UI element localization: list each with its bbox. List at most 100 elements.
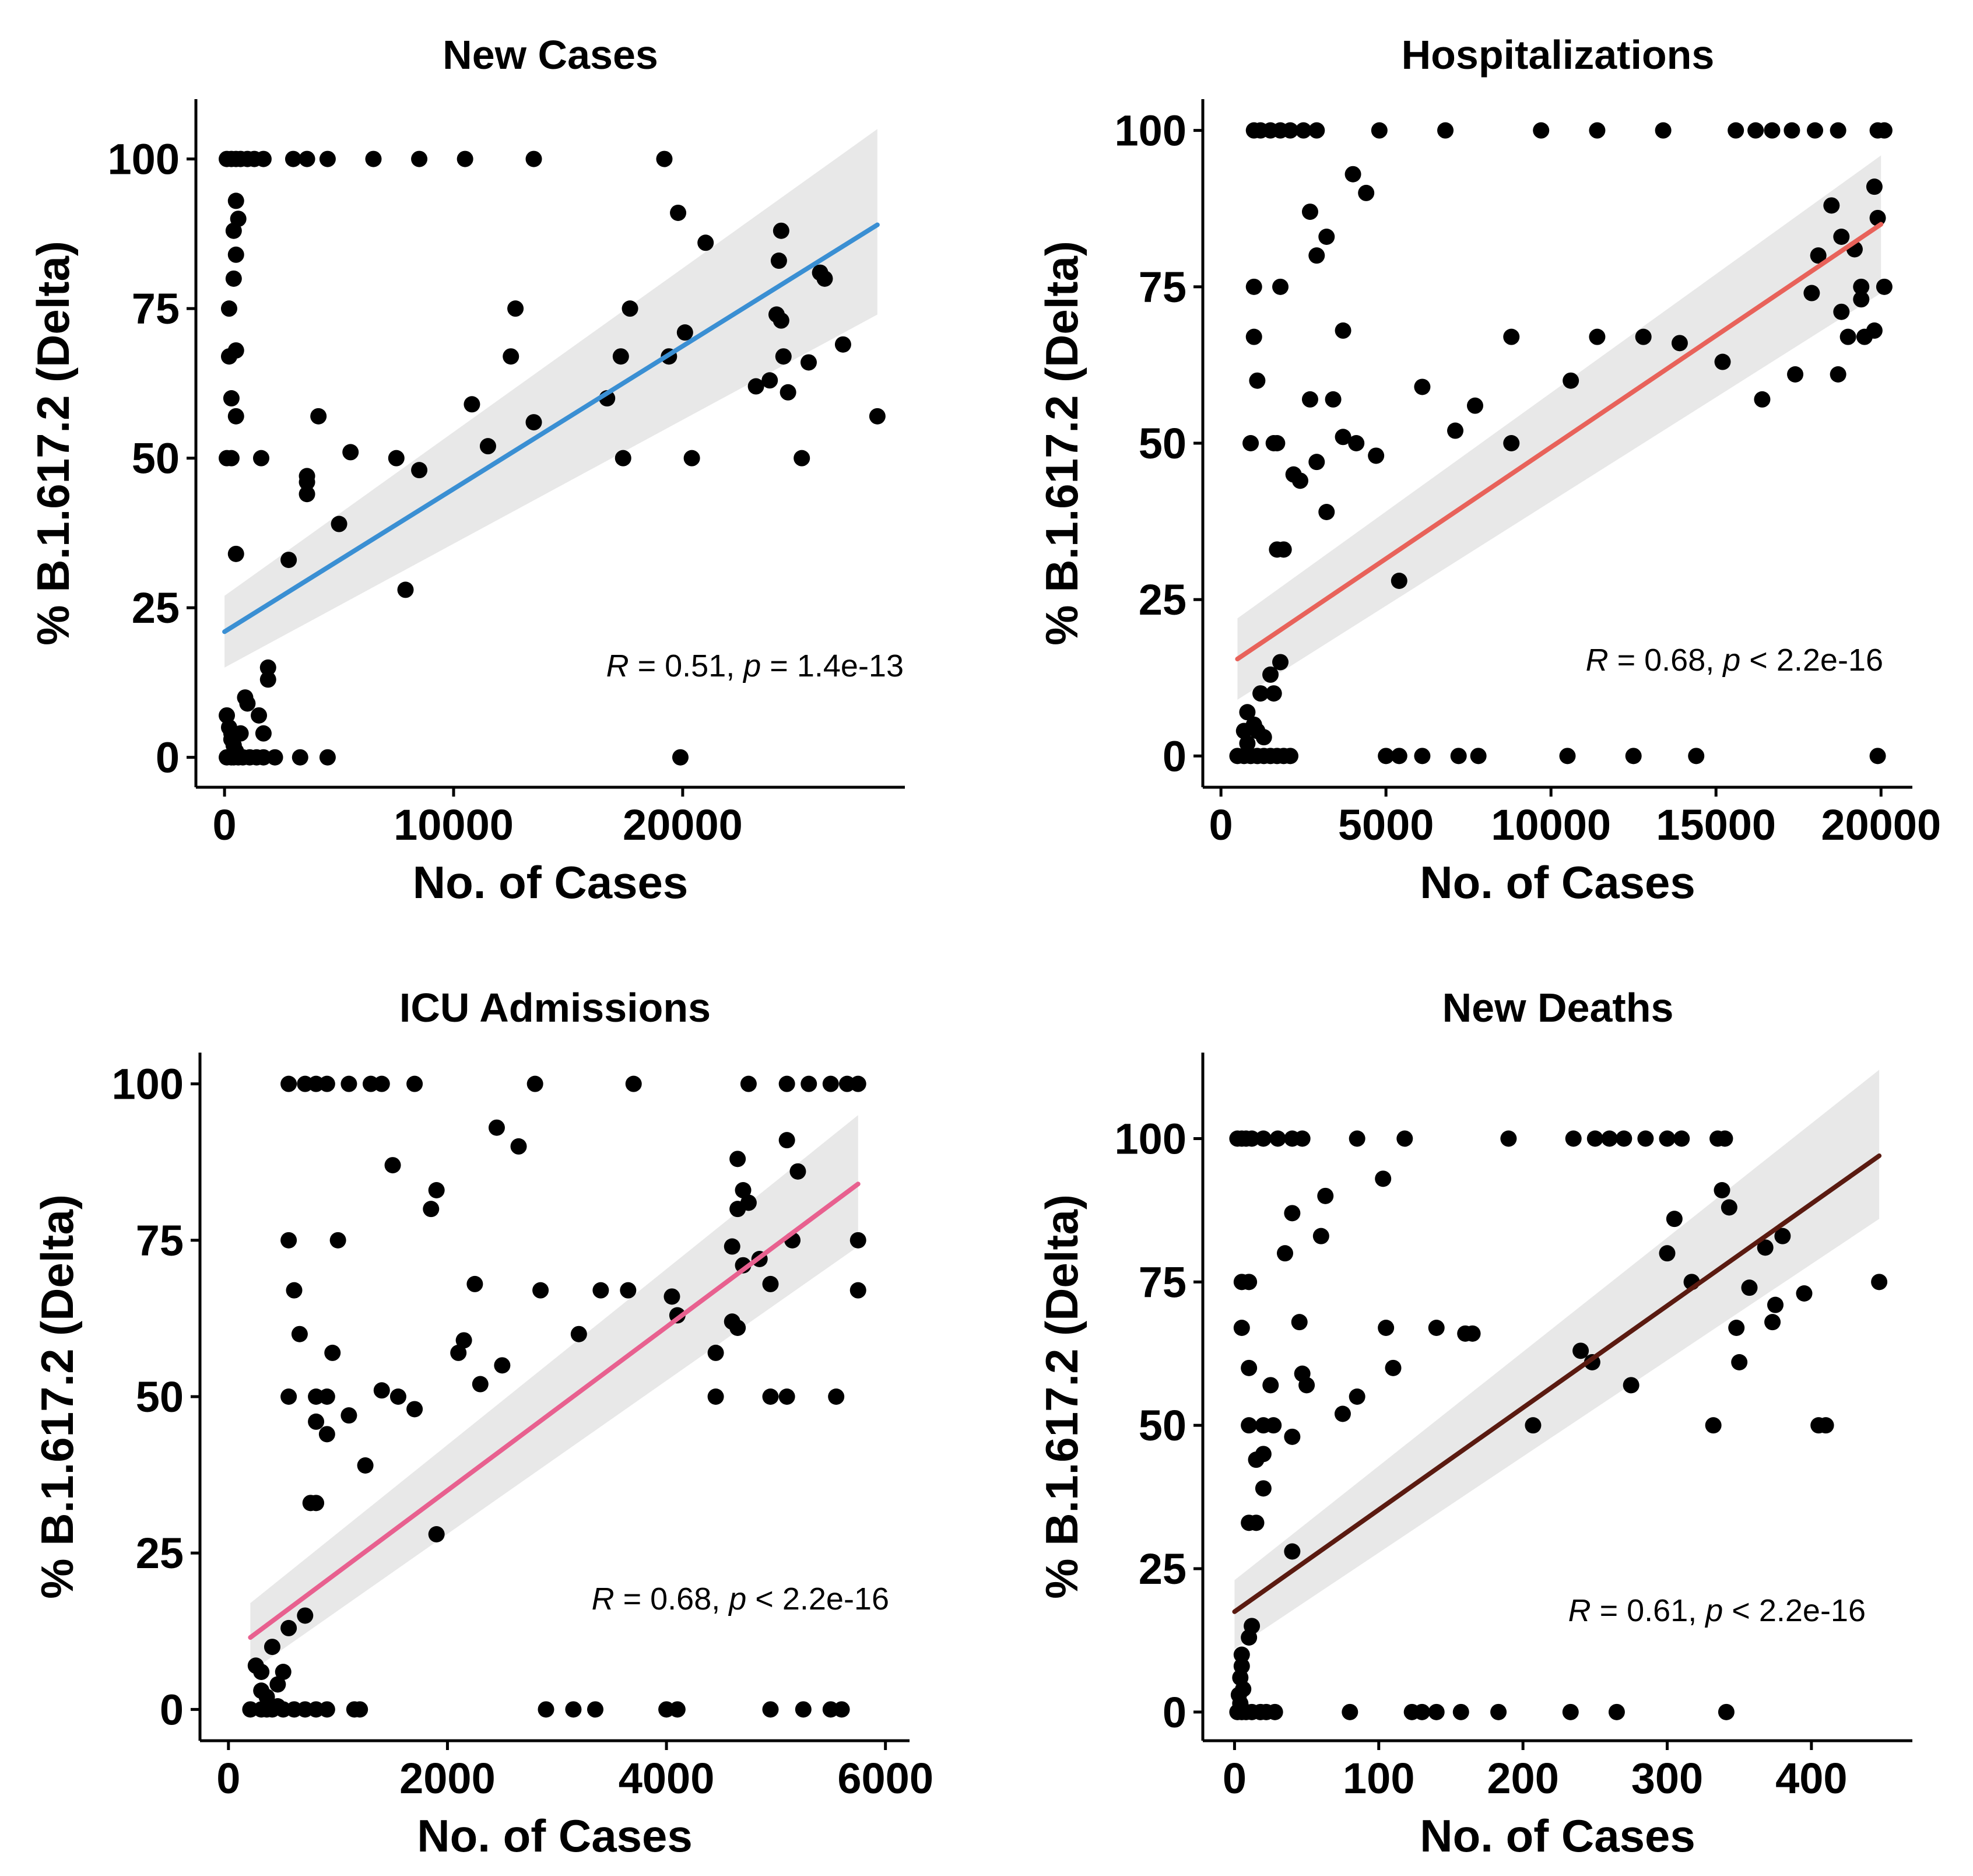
r-value: 0.51 — [665, 648, 726, 683]
data-point — [1533, 122, 1550, 139]
data-point — [1601, 1130, 1618, 1147]
data-point — [778, 1132, 795, 1149]
data-point — [1375, 1170, 1392, 1187]
r-symbol: R — [606, 648, 629, 683]
r-value: 0.68 — [1644, 643, 1705, 678]
data-point — [762, 1275, 779, 1292]
data-point — [1291, 1314, 1308, 1331]
data-point — [507, 300, 524, 317]
points — [219, 150, 886, 766]
data-point — [299, 486, 315, 503]
data-point — [1728, 1320, 1745, 1336]
correlation-annotation: R = 0.61, p < 2.2e-16 — [1568, 1593, 1866, 1628]
y-tick-label: 0 — [1163, 1688, 1186, 1737]
data-point — [342, 444, 359, 461]
data-point — [1589, 328, 1606, 345]
data-point — [259, 659, 276, 676]
data-point — [308, 1413, 325, 1430]
data-point — [1266, 1703, 1283, 1720]
y-tick-label: 100 — [112, 1060, 184, 1109]
data-point — [670, 204, 687, 221]
data-point — [291, 1326, 308, 1342]
data-point — [1413, 1703, 1430, 1720]
data-point — [319, 150, 336, 167]
data-point — [587, 1701, 603, 1718]
data-point — [1784, 122, 1800, 139]
data-point — [365, 150, 382, 167]
data-point — [1457, 1325, 1474, 1342]
data-point — [264, 1639, 280, 1656]
y-tick-label: 50 — [1139, 419, 1186, 468]
data-point — [1688, 748, 1705, 765]
data-point — [1294, 1130, 1311, 1147]
data-point — [1810, 247, 1827, 264]
data-point — [1391, 748, 1407, 765]
data-point — [384, 1157, 401, 1174]
data-point — [318, 1701, 335, 1718]
panel-title: New Deaths — [1442, 985, 1674, 1030]
data-point — [1255, 1130, 1272, 1147]
data-point — [1248, 1451, 1265, 1468]
r-symbol: R — [1586, 643, 1609, 678]
p-symbol: p — [728, 1582, 746, 1616]
data-point — [1371, 122, 1388, 139]
data-point — [1866, 178, 1883, 195]
data-point — [292, 749, 308, 766]
x-tick-label: 300 — [1631, 1754, 1703, 1803]
regression-line — [1235, 222, 1884, 662]
data-point — [1764, 1314, 1781, 1331]
data-point — [1255, 729, 1272, 746]
data-point — [1265, 435, 1282, 451]
data-point — [280, 552, 297, 569]
data-point — [834, 336, 851, 353]
data-point — [1856, 328, 1873, 345]
data-point — [526, 1075, 543, 1092]
data-point — [1318, 504, 1335, 520]
data-point — [1839, 328, 1856, 345]
data-point — [538, 1701, 554, 1718]
data-point — [1272, 278, 1289, 295]
data-point — [388, 450, 405, 467]
data-point — [466, 1275, 483, 1292]
data-point — [683, 450, 700, 467]
panel-title: ICU Admissions — [399, 985, 711, 1030]
data-point — [340, 1407, 357, 1424]
data-point — [1562, 1703, 1579, 1720]
data-point — [223, 450, 240, 467]
data-point — [1871, 1274, 1888, 1291]
y-tick-label: 50 — [132, 434, 180, 483]
data-point — [1450, 748, 1467, 765]
data-point — [761, 372, 778, 389]
data-point — [1705, 1417, 1722, 1434]
data-point — [622, 300, 638, 317]
x-axis-title: No. of Cases — [1420, 857, 1695, 908]
panel-title: Hospitalizations — [1402, 32, 1715, 78]
data-point — [1876, 278, 1893, 295]
r-symbol: R — [592, 1582, 615, 1616]
data-point — [286, 1282, 303, 1299]
data-point — [1803, 285, 1820, 301]
data-point — [1718, 1703, 1735, 1720]
y-tick-label: 75 — [136, 1216, 184, 1265]
data-point — [676, 324, 693, 341]
data-point — [1666, 1211, 1683, 1228]
data-point — [615, 450, 631, 467]
data-point — [258, 1688, 275, 1705]
data-point — [232, 725, 249, 742]
panel-hospitalizations: Hospitalizations 0 5000 10000 15000 20000 0 25 5… — [1036, 32, 1941, 908]
data-point — [269, 1676, 286, 1693]
data-point — [1447, 422, 1464, 439]
data-point — [455, 1332, 472, 1349]
data-point — [357, 1457, 374, 1474]
data-point — [1565, 1130, 1582, 1147]
data-point — [1265, 685, 1282, 702]
data-point — [1623, 1377, 1640, 1394]
data-point — [1396, 1130, 1413, 1147]
data-point — [1358, 184, 1375, 201]
data-point — [1500, 1130, 1517, 1147]
confidence-band — [1234, 1070, 1880, 1649]
data-point — [310, 408, 327, 425]
data-point — [1262, 666, 1279, 683]
data-point — [1754, 391, 1771, 408]
